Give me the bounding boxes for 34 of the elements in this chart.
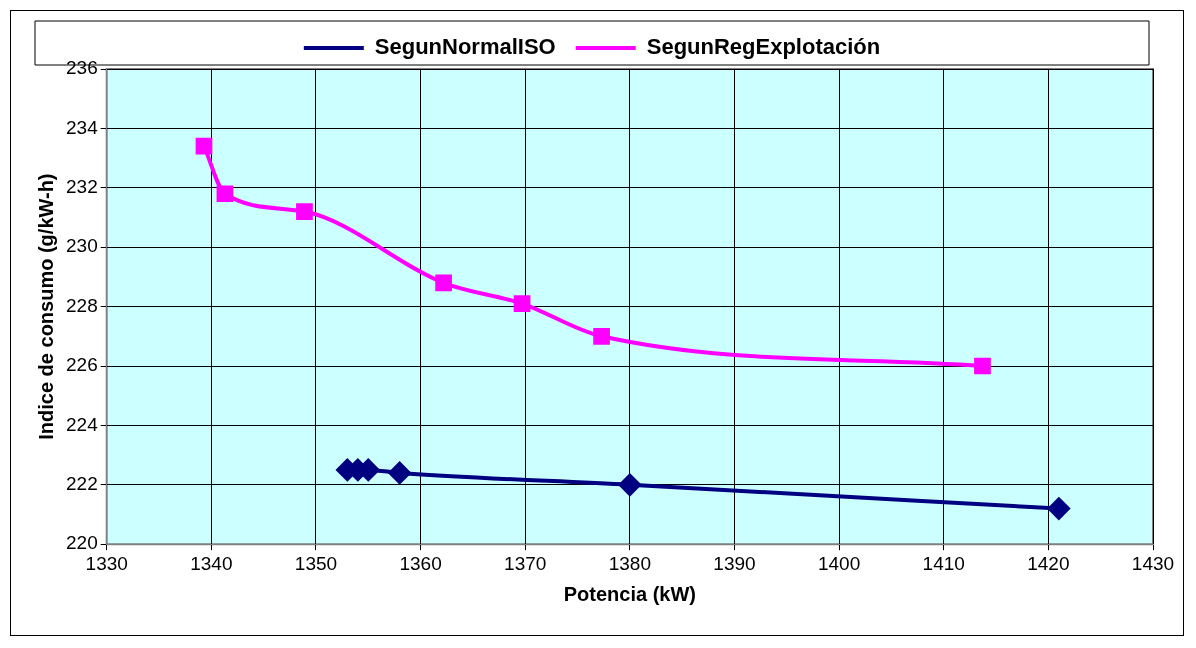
x-tick-label: 1370 xyxy=(504,552,547,574)
x-tick-label: 1410 xyxy=(922,552,965,574)
x-tick-label: 1380 xyxy=(608,552,651,574)
y-tick-label: 222 xyxy=(66,473,98,495)
y-axis-title: Indice de consumo (g/kW-h) xyxy=(34,173,57,440)
x-axis-title: Potencia (kW) xyxy=(563,582,696,605)
point xyxy=(296,203,313,220)
point xyxy=(513,295,531,312)
x-tick-label: 1350 xyxy=(294,552,338,574)
point xyxy=(974,357,991,375)
x-tick-label: 1330 xyxy=(85,552,128,574)
x-tick-label: 1340 xyxy=(190,552,233,574)
point xyxy=(216,185,234,203)
point xyxy=(195,137,213,155)
point xyxy=(388,461,411,484)
x-tick-label: 1430 xyxy=(1131,552,1175,574)
y-tick-label: 234 xyxy=(66,116,99,138)
legend-label: SegunRegExplotación xyxy=(646,34,881,60)
x-tick-label: 1420 xyxy=(1027,552,1070,574)
y-tick-label: 226 xyxy=(66,354,98,376)
y-tick-label: 220 xyxy=(66,532,98,554)
point xyxy=(618,473,641,496)
y-tick-label: 232 xyxy=(66,176,98,198)
y-tick-label: 230 xyxy=(66,235,98,257)
point xyxy=(1047,497,1070,520)
point xyxy=(593,327,610,345)
point xyxy=(435,274,452,292)
x-tick-label: 1390 xyxy=(713,552,756,574)
y-tick-label: 228 xyxy=(66,294,98,316)
x-tick-label: 1400 xyxy=(817,552,861,574)
legend-label: SegunNormalISO xyxy=(374,34,556,60)
y-tick-label: 224 xyxy=(66,413,99,435)
y-tick-label: 236 xyxy=(66,57,98,79)
x-tick-label: 1360 xyxy=(399,552,442,574)
